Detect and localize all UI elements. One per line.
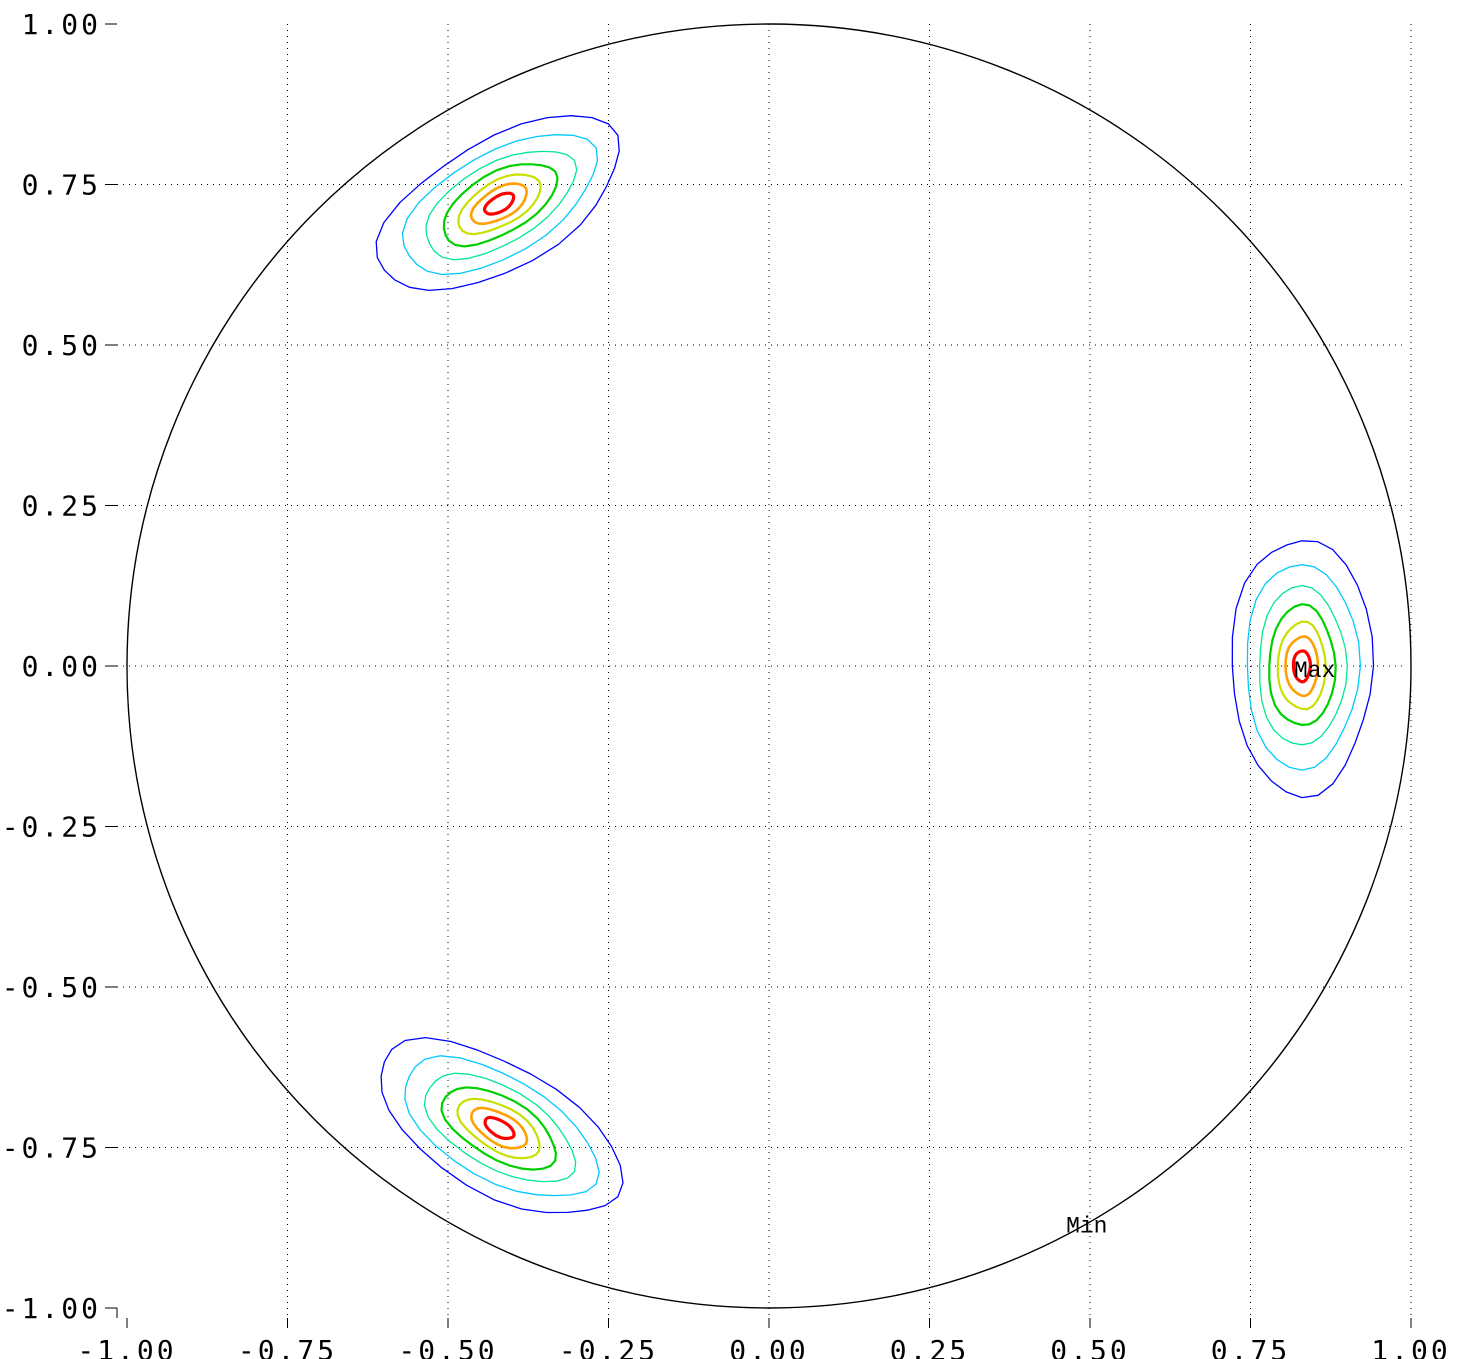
x-tick-label: 0.25 <box>890 1334 969 1359</box>
annotation-min: Min <box>1066 1214 1107 1240</box>
peak-upper-left-level-3-contour <box>425 150 578 261</box>
peak-upper-left-level-5-contour <box>457 173 542 236</box>
peak-right-level-6-contour <box>1284 635 1320 698</box>
peak-lower-left-level-4-contour <box>440 1086 558 1171</box>
tick-labels: 1.00 0.75 0.50 0.25 0.00 -0.25 -0.50 -0.75 -1.00… <box>2 8 1450 1359</box>
peak-upper-left-level-1-contour <box>375 115 620 292</box>
annotations: Max Min <box>1066 658 1335 1239</box>
y-tick-label: 1.00 <box>22 8 101 41</box>
peak-lower-left-level-3-contour <box>423 1072 577 1183</box>
x-tick-label: -0.75 <box>238 1334 337 1359</box>
peak-right-level-5-contour <box>1276 620 1327 711</box>
x-tick-label: 1.00 <box>1371 1334 1450 1359</box>
peak-lower-left-level-2-contour <box>404 1055 600 1197</box>
contour-lines <box>375 115 1375 1214</box>
grid-lines <box>117 24 1412 1318</box>
x-tick-label: 0.50 <box>1050 1334 1129 1359</box>
peak-lower-left-level-6-contour <box>469 1106 529 1150</box>
peak-upper-left-level-2-contour <box>401 134 599 276</box>
y-tick-label: 0.00 <box>22 650 101 683</box>
peak-upper-left-level-4-contour <box>442 163 559 248</box>
boundary-circle <box>126 23 1412 1309</box>
peak-upper-left-level-7-contour <box>483 191 516 216</box>
peak-right-level-7-contour <box>1291 649 1313 684</box>
peak-right-level-2-contour <box>1246 564 1362 771</box>
y-tick-label: 0.25 <box>22 490 101 523</box>
y-tick-label: -0.75 <box>2 1132 101 1165</box>
x-tick-label: 0.75 <box>1211 1334 1290 1359</box>
y-tick-label: -1.00 <box>2 1292 101 1325</box>
peak-lower-left-level-7-contour <box>483 1115 516 1141</box>
x-tick-label: -1.00 <box>77 1334 176 1359</box>
peak-upper-left-level-6-contour <box>469 182 529 226</box>
x-tick-label: 0.00 <box>729 1334 808 1359</box>
x-tick-label: -0.50 <box>398 1334 497 1359</box>
annotation-max: Max <box>1294 658 1335 684</box>
peak-right-level-3-contour <box>1259 584 1348 746</box>
y-tick-label: -0.25 <box>2 811 101 844</box>
boundary-circle-layer <box>126 23 1412 1309</box>
axis-ticks <box>105 23 1412 1328</box>
y-tick-label: -0.50 <box>2 971 101 1004</box>
peak-lower-left-level-5-contour <box>456 1097 541 1160</box>
peak-right-level-1-contour <box>1231 540 1375 799</box>
y-tick-label: 0.75 <box>22 169 101 202</box>
peak-right-level-4-contour <box>1268 603 1337 727</box>
peak-lower-left-level-1-contour <box>380 1036 624 1214</box>
x-tick-label: -0.25 <box>559 1334 658 1359</box>
y-tick-label: 0.50 <box>22 329 101 362</box>
